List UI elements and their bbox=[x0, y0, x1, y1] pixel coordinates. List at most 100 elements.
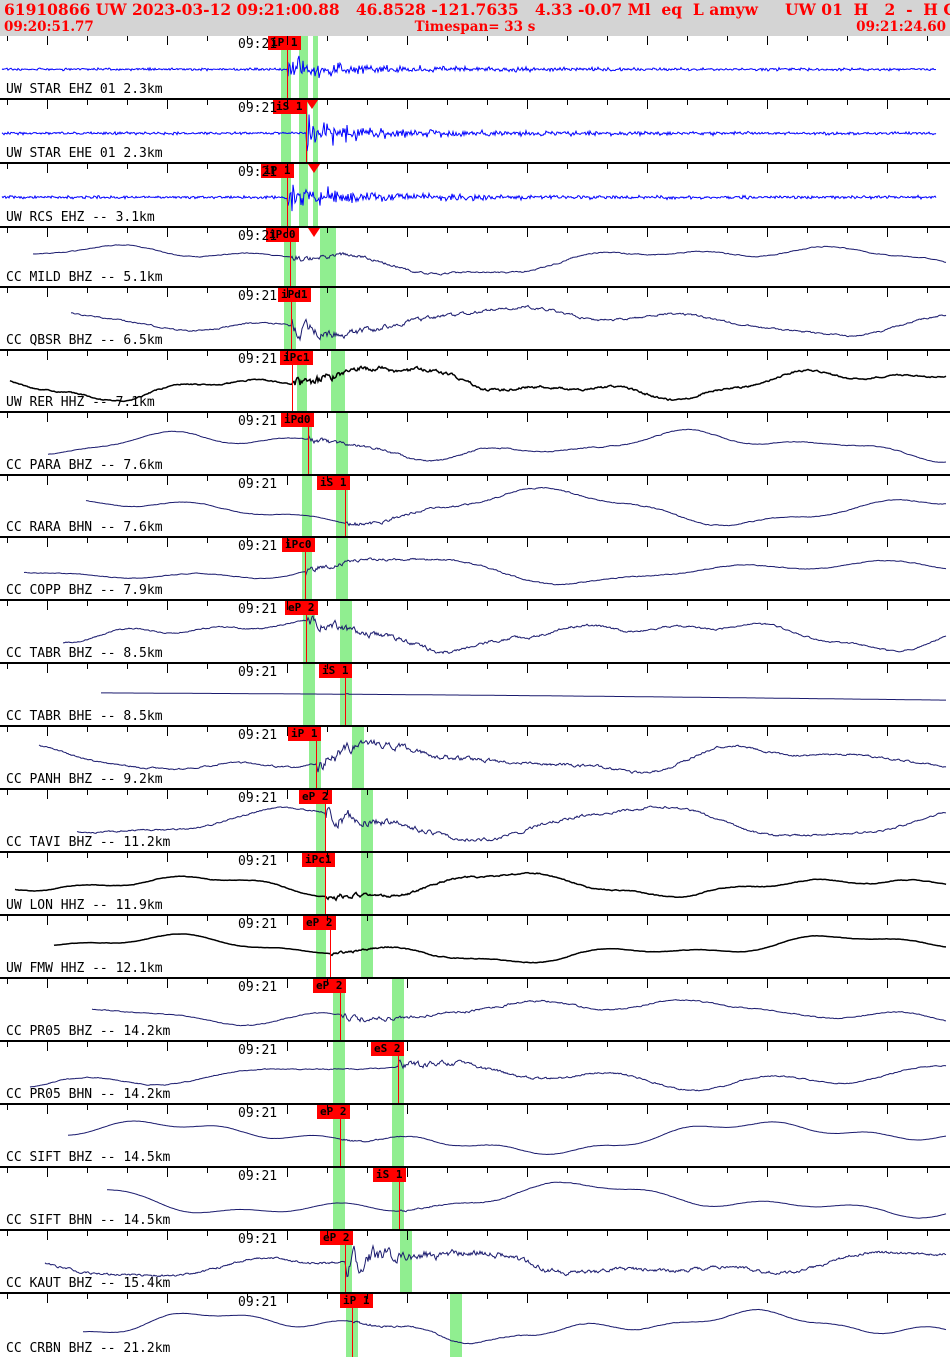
station-channel-label: CC RARA BHN -- 7.6km bbox=[6, 520, 163, 535]
pick-marker-line bbox=[305, 538, 306, 599]
trace-row[interactable]: iS 1 09:21 CC RARA BHN -- 7.6km bbox=[0, 476, 950, 538]
waveform-trace bbox=[44, 1244, 947, 1278]
pick-marker-line bbox=[306, 100, 307, 162]
trace-row[interactable]: eP 2 09:21 UW FMW HHZ -- 12.1km bbox=[0, 916, 950, 979]
station-channel-label: UW RCS EHZ -- 3.1km bbox=[6, 210, 155, 225]
trace-row[interactable]: iP 1 09:21 UW RCS EHZ -- 3.1km bbox=[0, 164, 950, 228]
timespan-label: Timespan= 33 s bbox=[414, 19, 536, 35]
trace-row[interactable]: eP 2 09:21 CC KAUT BHZ -- 15.4km bbox=[0, 1231, 950, 1294]
trace-time-label: 09:21 bbox=[238, 477, 278, 492]
trace-time-label: 09:21 bbox=[238, 854, 278, 869]
phase-highlight-band bbox=[316, 916, 326, 977]
pick-label[interactable]: eP 2 bbox=[285, 601, 318, 615]
phase-highlight-band bbox=[316, 790, 326, 851]
pick-label[interactable]: iS 1 bbox=[319, 664, 352, 678]
phase-highlight-band bbox=[400, 1231, 412, 1292]
trace-time-label: 09:21 bbox=[238, 1106, 278, 1121]
pick-label[interactable]: iP 1 bbox=[340, 1294, 373, 1308]
phase-highlight-band bbox=[281, 36, 291, 98]
station-channel-label: CC COPP BHZ -- 7.9km bbox=[6, 583, 163, 598]
trace-row[interactable]: iPc0 09:21 CC MILD BHZ -- 5.1km bbox=[0, 228, 950, 288]
station-channel-label: CC PARA BHZ -- 7.6km bbox=[6, 458, 163, 473]
trace-row[interactable]: iS 1 09:21 UW STAR EHE 01 2.3km bbox=[0, 100, 950, 164]
phase-highlight-band bbox=[361, 790, 373, 851]
trace-row[interactable]: eP 2 09:21 CC SIFT BHZ -- 14.5km bbox=[0, 1105, 950, 1168]
waveform-trace bbox=[9, 365, 947, 403]
trace-row[interactable]: iS 1 09:21 CC TABR BHE -- 8.5km bbox=[0, 664, 950, 727]
station-channel-label: UW STAR EHZ 01 2.3km bbox=[6, 82, 163, 97]
waveform-trace bbox=[29, 1059, 947, 1092]
trace-row[interactable]: eP 2 09:21 CC TABR BHZ -- 8.5km bbox=[0, 601, 950, 664]
phase-highlight-band bbox=[284, 288, 296, 349]
phase-highlight-band bbox=[336, 538, 348, 599]
trace-time-label: 09:21 bbox=[238, 165, 278, 180]
waveform-trace bbox=[85, 487, 946, 527]
trace-row[interactable]: iS 1 09:21 CC SIFT BHN -- 14.5km bbox=[0, 1168, 950, 1231]
phase-highlight-band bbox=[340, 601, 352, 662]
pick-label[interactable]: eP 2 bbox=[313, 979, 346, 993]
phase-highlight-band bbox=[281, 164, 291, 226]
trace-row[interactable]: iP 1 09:21 CC CRBN BHZ -- 21.2km bbox=[0, 1294, 950, 1357]
pick-label[interactable]: iPd1 bbox=[278, 288, 311, 302]
trace-time-label: 09:21 bbox=[238, 539, 278, 554]
station-channel-label: CC PR05 BHZ -- 14.2km bbox=[6, 1024, 171, 1039]
trace-panel[interactable]: iP 1 09:21 UW STAR EHZ 01 2.3km iS 1 09:21 UW… bbox=[0, 36, 950, 1357]
trace-row[interactable]: eP 2 09:21 CC PR05 BHZ -- 14.2km bbox=[0, 979, 950, 1042]
window-start-time: 09:20:51.77 bbox=[4, 19, 94, 35]
phase-highlight-band bbox=[302, 538, 312, 599]
pick-marker-line bbox=[345, 1231, 346, 1292]
trace-time-label: 09:21 bbox=[238, 791, 278, 806]
waveform-trace bbox=[1, 55, 937, 79]
trace-row[interactable]: iPc1 09:21 UW RER HHZ -- 7.1km bbox=[0, 351, 950, 413]
pick-label[interactable]: eP 2 bbox=[299, 790, 332, 804]
pick-label[interactable]: eP 2 bbox=[317, 1105, 350, 1119]
pick-label[interactable]: iP 1 bbox=[288, 727, 321, 741]
phase-highlight-band bbox=[320, 228, 336, 286]
trace-row[interactable]: iP 1 09:21 CC PANH BHZ -- 9.2km bbox=[0, 727, 950, 790]
pick-triangle-icon bbox=[306, 100, 318, 109]
pick-label[interactable]: iS 1 bbox=[273, 100, 306, 114]
pick-label[interactable]: iPc0 bbox=[266, 228, 299, 242]
phase-highlight-band bbox=[392, 1105, 404, 1166]
pick-label[interactable]: iPc1 bbox=[280, 351, 313, 365]
trace-row[interactable]: iPd0 09:21 CC PARA BHZ -- 7.6km bbox=[0, 413, 950, 476]
pick-label[interactable]: iPc0 bbox=[282, 538, 315, 552]
pick-marker-line bbox=[398, 1042, 399, 1103]
waveform-trace bbox=[47, 428, 947, 463]
station-channel-label: CC TAVI BHZ -- 11.2km bbox=[6, 835, 171, 850]
station-channel-label: CC TABR BHE -- 8.5km bbox=[6, 709, 163, 724]
phase-highlight-band bbox=[333, 979, 345, 1040]
phase-highlight-band bbox=[281, 100, 291, 162]
waveform-trace bbox=[91, 999, 947, 1027]
pick-marker-line bbox=[340, 979, 341, 1040]
trace-row[interactable]: eP 2 09:21 CC TAVI BHZ -- 11.2km bbox=[0, 790, 950, 853]
waveform-trace bbox=[107, 1181, 947, 1219]
phase-highlight-band bbox=[313, 100, 318, 162]
trace-row[interactable]: iPd1 09:21 CC QBSR BHZ -- 6.5km bbox=[0, 288, 950, 351]
pick-label[interactable]: iS 1 bbox=[373, 1168, 406, 1182]
event-summary-line: 61910866 UW 2023-03-12 09:21:00.88 46.85… bbox=[4, 0, 950, 19]
waveform-trace bbox=[53, 933, 946, 964]
station-channel-label: CC PR05 BHN -- 14.2km bbox=[6, 1087, 171, 1102]
pick-label[interactable]: eS 2 bbox=[371, 1042, 404, 1056]
trace-row[interactable]: eS 2 09:21 CC PR05 BHN -- 14.2km bbox=[0, 1042, 950, 1105]
trace-row[interactable]: iPc1 09:21 UW LON HHZ -- 11.9km bbox=[0, 853, 950, 916]
pick-label[interactable]: eP 2 bbox=[320, 1231, 353, 1245]
station-channel-label: UW STAR EHE 01 2.3km bbox=[6, 146, 163, 161]
trace-row[interactable]: iP 1 09:21 UW STAR EHZ 01 2.3km bbox=[0, 36, 950, 100]
phase-highlight-band bbox=[361, 916, 373, 977]
pick-label[interactable]: iP 1 bbox=[268, 36, 301, 50]
waveform-trace bbox=[76, 805, 947, 843]
trace-row[interactable]: iPc0 09:21 CC COPP BHZ -- 7.9km bbox=[0, 538, 950, 601]
station-channel-label: CC PANH BHZ -- 9.2km bbox=[6, 772, 163, 787]
pick-label[interactable]: iS 1 bbox=[317, 476, 350, 490]
pick-label[interactable]: iPc1 bbox=[302, 853, 335, 867]
phase-highlight-band bbox=[352, 727, 364, 788]
window-end-time: 09:21:24.60 bbox=[856, 19, 946, 35]
station-channel-label: CC SIFT BHZ -- 14.5km bbox=[6, 1150, 171, 1165]
phase-highlight-band bbox=[333, 1168, 345, 1229]
pick-label[interactable]: iPd0 bbox=[281, 413, 314, 427]
phase-highlight-band bbox=[309, 727, 321, 788]
pick-label[interactable]: eP 2 bbox=[303, 916, 336, 930]
station-channel-label: CC QBSR BHZ -- 6.5km bbox=[6, 333, 163, 348]
